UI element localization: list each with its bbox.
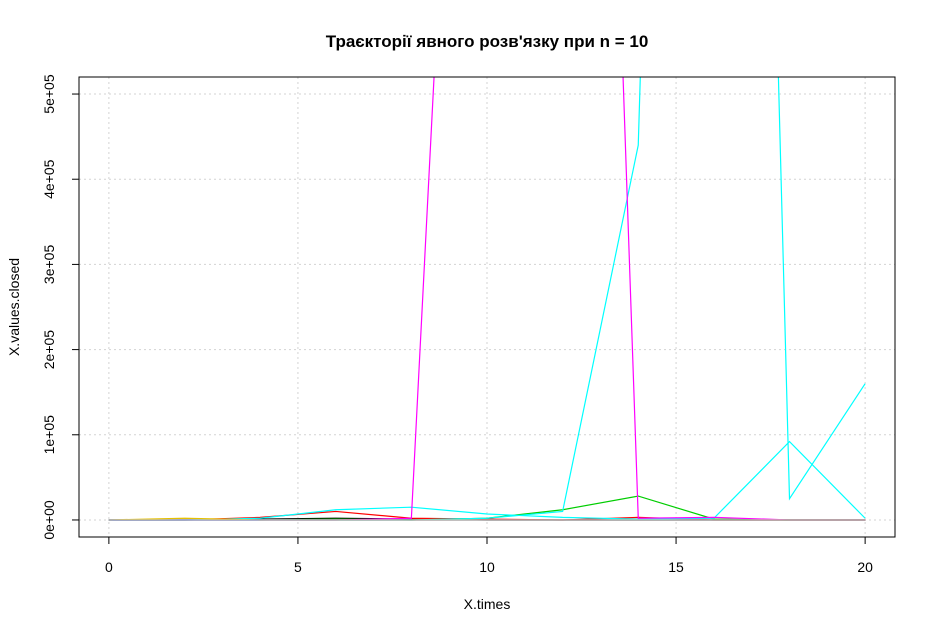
x-tick-label: 5 [294, 559, 302, 575]
y-tick-label: 5e+05 [41, 74, 57, 114]
x-tick-label: 20 [857, 559, 873, 575]
y-tick-label: 2e+05 [41, 330, 57, 370]
x-tick-label: 10 [479, 559, 495, 575]
grid [79, 77, 895, 537]
y-tick-label: 3e+05 [41, 245, 57, 285]
y-tick-label: 0e+00 [41, 500, 57, 540]
x-tick-label: 15 [668, 559, 684, 575]
x-axis-label: X.times [464, 596, 511, 612]
y-tick-label: 4e+05 [41, 159, 57, 199]
chart-title: Траєкторії явного розв'язку при n = 10 [326, 32, 649, 51]
x-tick-label: 0 [105, 559, 113, 575]
plot-area [108, 77, 866, 521]
y-axis-label: X.values.closed [6, 258, 22, 356]
y-tick-label: 1e+05 [41, 415, 57, 455]
